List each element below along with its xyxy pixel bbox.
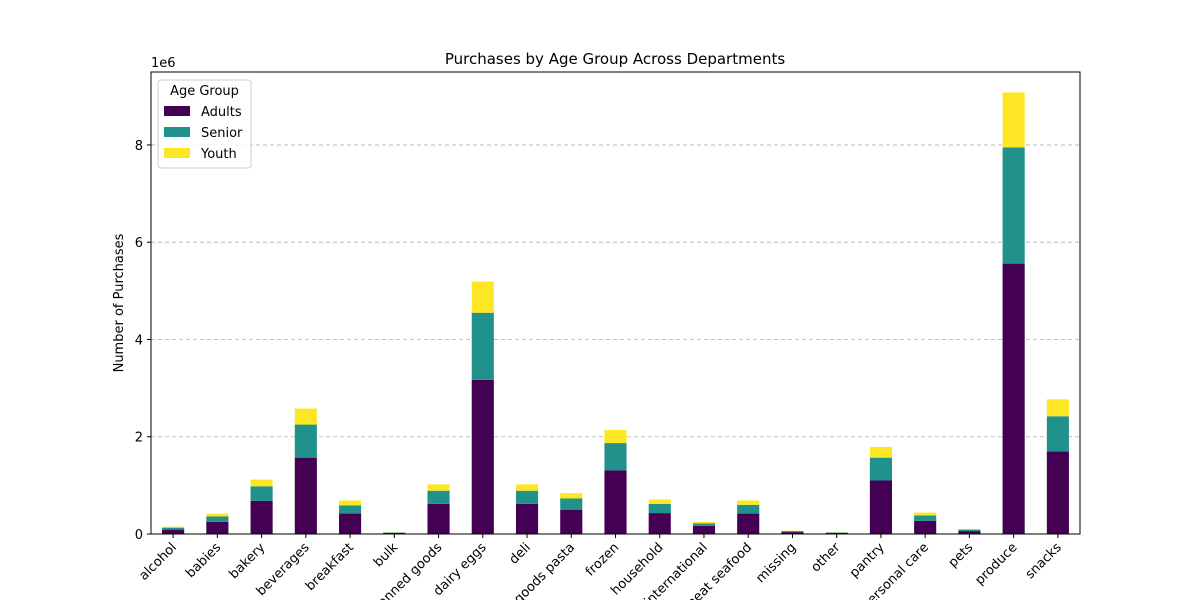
y-tick-label: 6: [135, 236, 143, 251]
bar-segment-youth: [869, 446, 892, 458]
bar-segment-senior: [958, 529, 981, 532]
y-axis-scale-label: 1e6: [151, 56, 176, 71]
y-tick-label: 4: [135, 333, 143, 348]
bar-segment-senior: [250, 486, 273, 501]
y-tick-label: 8: [135, 139, 143, 154]
bar-segment-youth: [604, 429, 627, 444]
bar-segment-adults: [869, 480, 892, 534]
legend-swatch-senior: [164, 127, 190, 137]
bar-segment-adults: [914, 520, 937, 534]
bar-segment-senior: [1046, 416, 1069, 452]
bar-segment-adults: [515, 503, 539, 534]
bar-segment-senior: [692, 523, 716, 526]
bar-segment-youth: [1002, 92, 1025, 148]
bar-segment-adults: [781, 532, 804, 534]
bar-segment-adults: [1046, 451, 1069, 534]
bar-segment-adults: [560, 509, 583, 534]
bar-segment-adults: [604, 470, 627, 534]
bar-segment-senior: [604, 443, 627, 471]
bar-segment-adults: [339, 513, 362, 534]
bar-segment-senior: [162, 527, 185, 530]
bar-segment-senior: [427, 490, 450, 504]
bar-segment-youth: [339, 500, 362, 506]
bar-segment-adults: [471, 379, 494, 534]
bar-segment-youth: [958, 528, 981, 530]
legend-box: [157, 79, 252, 169]
y-tick-label: 2: [135, 431, 143, 446]
legend-label-senior: Senior: [201, 126, 243, 141]
bar-segment-adults: [294, 457, 317, 534]
bar-segment-senior: [737, 504, 760, 514]
x-tick-label: bulk: [371, 540, 401, 570]
bar-segment-senior: [206, 516, 229, 522]
bar-segment-youth: [427, 484, 450, 491]
legend-title: Age Group: [170, 84, 239, 99]
x-tick-label: alcohol: [136, 540, 179, 583]
bar-segment-youth: [560, 493, 583, 499]
bar-segment-senior: [914, 515, 937, 521]
bar-segment-youth: [648, 499, 671, 504]
bar-segment-youth: [737, 500, 760, 505]
x-tick-label: breakfast: [303, 540, 357, 594]
legend: Age Group Adults Senior Youth: [157, 79, 252, 169]
bar-segment-adults: [250, 500, 273, 534]
bar-segment-youth: [1046, 399, 1069, 417]
chart-title: Purchases by Age Group Across Department…: [445, 50, 786, 68]
bar-segment-adults: [162, 529, 185, 534]
bar-segment-youth: [471, 281, 494, 313]
bar-segment-youth: [515, 484, 539, 491]
legend-label-youth: Youth: [200, 147, 237, 162]
bar-segment-youth: [914, 512, 937, 516]
bar-segment-youth: [206, 513, 229, 517]
bar-segment-adults: [1002, 263, 1025, 534]
x-tick-label: babies: [183, 540, 224, 581]
x-tick-label: pets: [946, 540, 977, 571]
y-axis-ticks: 0 2 4 6 8: [135, 139, 151, 543]
x-tick-label: dry goods pasta: [493, 540, 578, 600]
legend-swatch-adults: [164, 106, 190, 116]
bar-segment-youth: [294, 408, 317, 425]
bar-segment-youth: [692, 521, 716, 524]
bar-segment-adults: [737, 513, 760, 534]
legend-label-adults: Adults: [201, 105, 242, 120]
bar-segment-adults: [692, 525, 716, 534]
bar-segment-senior: [1002, 147, 1025, 264]
bar-segment-youth: [250, 479, 273, 487]
bar-segment-senior: [781, 531, 804, 533]
bar-segment-senior: [294, 424, 317, 458]
x-tick-label: snacks: [1023, 540, 1065, 582]
bar-segment-adults: [206, 521, 229, 534]
y-axis-title: Number of Purchases: [112, 233, 127, 372]
bar-segment-senior: [648, 503, 671, 514]
bar-segment-senior: [339, 505, 362, 514]
legend-swatch-youth: [164, 148, 190, 158]
bar-segment-adults: [427, 503, 450, 534]
bar-segment-senior: [471, 312, 494, 380]
x-tick-label: deli: [507, 540, 534, 567]
x-tick-label: missing: [753, 540, 799, 586]
bar-segment-senior: [515, 490, 539, 504]
bar-segment-adults: [648, 513, 671, 534]
bar-segment-senior: [560, 498, 583, 510]
bar-segment-youth: [162, 526, 185, 528]
x-tick-label: other: [808, 540, 844, 576]
bars: [162, 92, 1069, 534]
x-tick-label: pantry: [847, 540, 888, 581]
bar-segment-senior: [869, 457, 892, 481]
y-tick-label: 0: [135, 528, 143, 543]
x-tick-label: bakery: [226, 540, 268, 582]
x-tick-label: frozen: [583, 540, 622, 579]
x-tick-label: produce: [972, 540, 1020, 588]
bar-segment-adults: [958, 531, 981, 534]
